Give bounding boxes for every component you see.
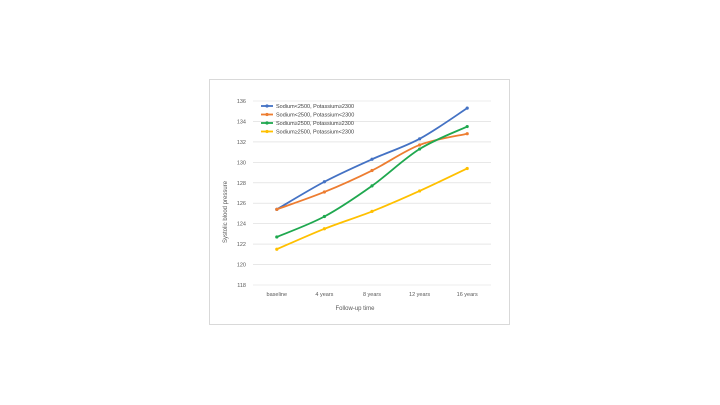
data-point <box>322 227 326 231</box>
y-axis-ticks: 118 120 122 124 126 128 130 132 134 136 <box>237 99 246 289</box>
x-tick-label: 8 years <box>363 292 381 298</box>
data-point <box>465 166 469 171</box>
data-point <box>370 209 374 213</box>
y-tick-label: 124 <box>237 222 246 228</box>
series-line <box>276 167 468 251</box>
x-tick-label: 4 years <box>315 292 333 298</box>
data-point <box>370 157 374 161</box>
series-lines <box>275 106 469 251</box>
legend-marker <box>265 104 269 108</box>
legend-marker <box>265 129 269 134</box>
x-axis-title: Follow-up time <box>335 306 375 312</box>
y-tick-label: 118 <box>237 283 246 289</box>
data-point <box>322 190 326 194</box>
data-point <box>465 132 469 136</box>
y-tick-label: 136 <box>237 99 246 105</box>
legend-label: Sodium<2500, Potassium<2300 <box>276 113 354 119</box>
legend-marker <box>265 121 269 125</box>
data-point <box>275 235 279 239</box>
data-point <box>275 207 279 211</box>
data-point <box>465 124 469 129</box>
legend: Sodium<2500, Potassium≥2300 Sodium<2500, … <box>261 104 354 136</box>
data-point <box>465 106 469 110</box>
gridlines <box>253 100 491 286</box>
y-tick-label: 126 <box>237 201 246 207</box>
legend-label: Sodium≥2500, Potassium<2300 <box>276 130 354 136</box>
y-tick-label: 130 <box>237 160 246 166</box>
x-tick-label: baseline <box>267 292 288 298</box>
data-point <box>275 247 279 251</box>
legend-marker <box>265 112 269 117</box>
y-tick-label: 134 <box>237 119 246 125</box>
x-axis-ticks: baseline 4 years 8 years 12 years 16 years <box>267 292 478 298</box>
data-point <box>418 137 422 141</box>
y-tick-label: 128 <box>237 181 246 187</box>
y-tick-label: 120 <box>237 263 246 269</box>
x-tick-label: 12 years <box>409 292 430 298</box>
data-point <box>418 189 422 193</box>
data-point <box>322 214 326 219</box>
data-point <box>418 147 422 151</box>
y-tick-label: 132 <box>237 140 246 146</box>
data-point <box>322 180 326 184</box>
chart-frame: 118 120 122 124 126 128 130 132 134 136 baseline 4… <box>209 79 510 325</box>
y-tick-label: 122 <box>237 242 246 248</box>
data-point <box>370 184 374 188</box>
legend-label: Sodium<2500, Potassium≥2300 <box>276 104 354 110</box>
x-tick-label: 16 years <box>457 292 478 298</box>
data-point <box>418 143 422 147</box>
data-point <box>370 168 374 173</box>
line-chart: 118 120 122 124 126 128 130 132 134 136 baseline 4… <box>223 99 491 312</box>
y-axis-title: Systolic blood pressure <box>223 180 229 243</box>
legend-label: Sodium≥2500, Potassium≥2300 <box>276 121 354 127</box>
